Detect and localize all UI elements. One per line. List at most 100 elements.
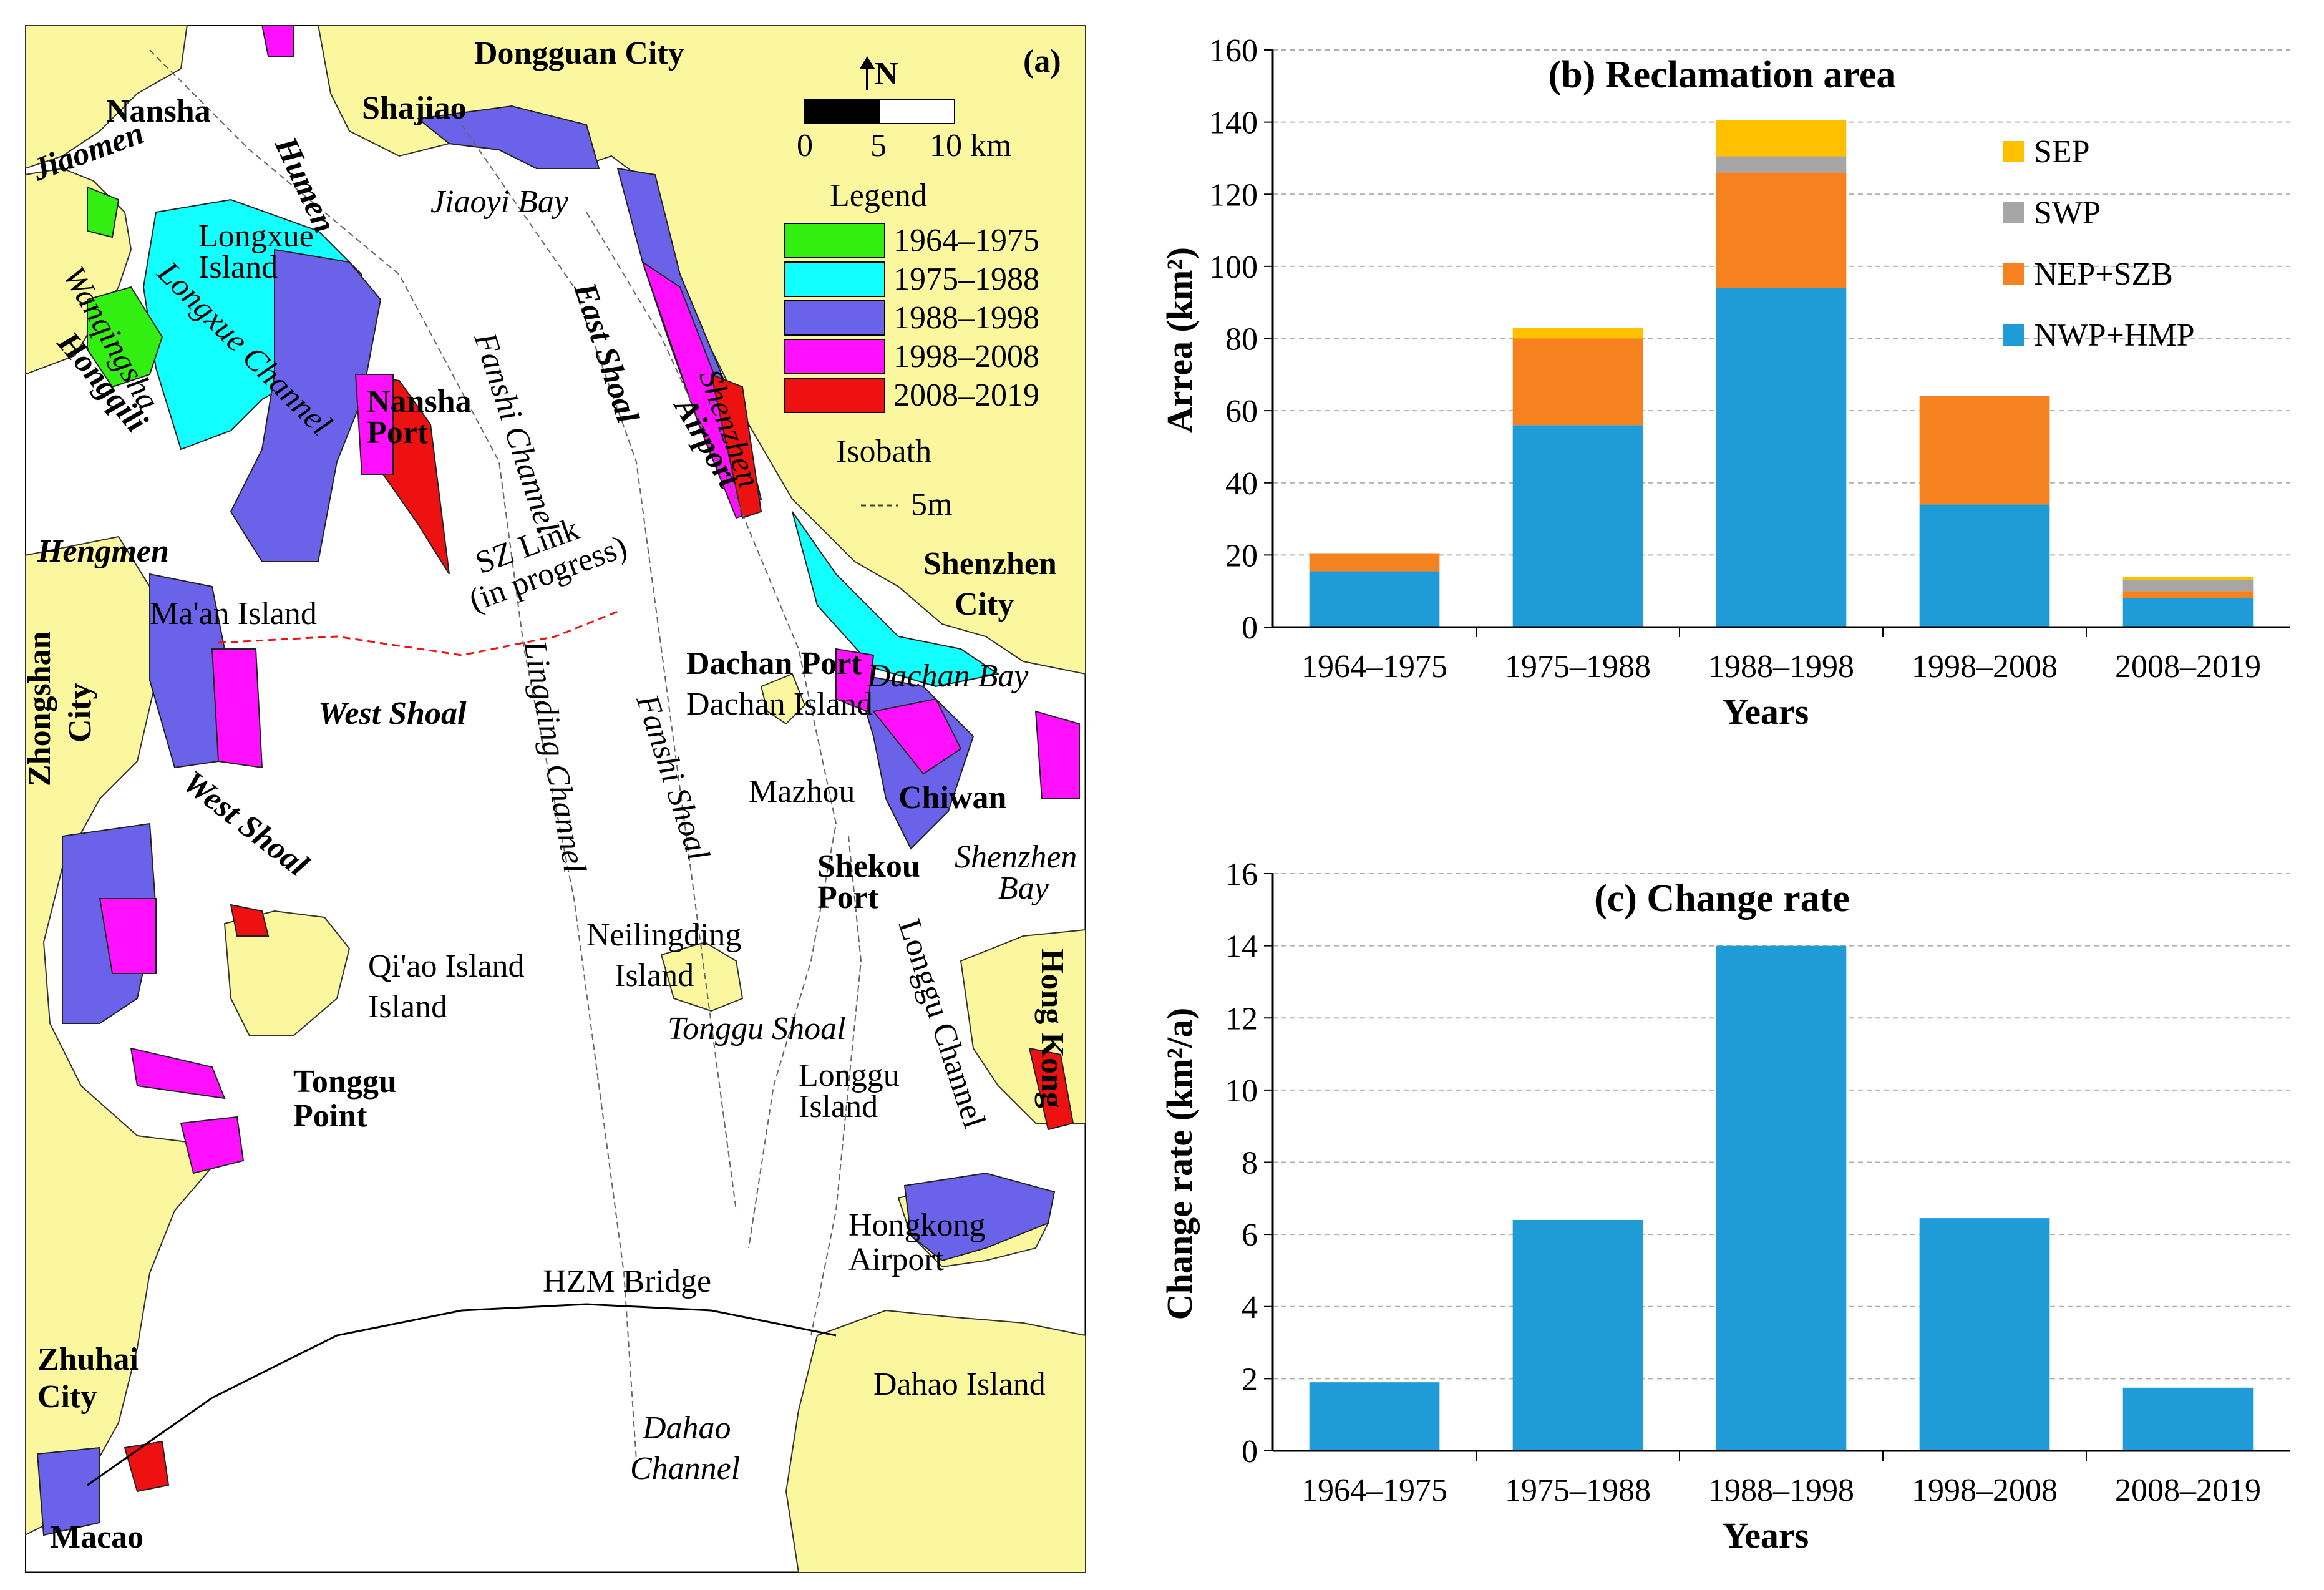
reclaim-2008-2019-qiao (230, 904, 270, 937)
label-dahao-island: Dahao Island (873, 1367, 1046, 1402)
reclaim-1988-1998-macao (36, 1446, 100, 1536)
estuary-map: N 0 5 10 km (a) Legend 1964–1975 1975–19… (22, 24, 1087, 1574)
bar-nwp-hmp-2008–2019 (2122, 598, 2254, 627)
label-qiao-island-2: Island (368, 989, 447, 1025)
reclaim-1998-2008-westshoal (99, 898, 157, 974)
scale-bar-white (879, 99, 955, 124)
isobath-lines (149, 49, 862, 1461)
isobath-title: Isobath (836, 434, 931, 469)
bar-sep-1988–1998 (1716, 120, 1847, 157)
label-mazhou: Mazhou (749, 774, 855, 809)
y-tick-label-2: 2 (1242, 1362, 1258, 1397)
label-shajiao: Shajiao (362, 90, 467, 126)
legend-swatch-1975-1988 (784, 261, 885, 297)
legend-label-swp: SWP (2034, 195, 2101, 231)
reclaim-2008-2019-airport (710, 373, 762, 519)
label-zhuhai-city: City (37, 1379, 97, 1415)
isobath-label: 5m (911, 487, 952, 522)
label-nansha-port-2: Port (367, 415, 429, 451)
bar-nep-szb-1988–1998 (1716, 172, 1847, 288)
label-nansha-port: Nansha (367, 384, 472, 419)
y-tick-label-60: 60 (1225, 394, 1258, 429)
label-dachan-bay: Dachan Bay (867, 658, 1029, 694)
chart-reclamation-area: 0 20 40 60 80 100 120 140 160 1964–1975 1975–1988 1… (1148, 25, 2308, 755)
legend-swatch-1998-2008 (784, 339, 885, 374)
y-tick-label-120: 120 (1209, 177, 1258, 213)
label-dahao-channel-2: Channel (630, 1451, 740, 1486)
legend-label-1975-1988: 1975–1988 (893, 261, 1039, 297)
bar-nwp-hmp-1975–1988 (1512, 425, 1643, 627)
label-zhongshan-city: City (62, 683, 98, 743)
legend-swatch-1988-1998 (784, 300, 885, 336)
bar-change-rate-1988–1998 (1716, 945, 1847, 1451)
bar-sep-2008–2019 (2122, 577, 2254, 580)
bar-swp-1988–1998 (1716, 156, 1847, 173)
label-longxue: Longxue (198, 218, 314, 254)
chart-b-ylabel: Arrea (km²) (1159, 247, 1200, 433)
chart-c-svg: 0 2 4 6 8 10 12 14 16 1964–1975 1975–1988 1988–1998… (1159, 857, 2290, 1556)
y-tick-label-10: 10 (1225, 1073, 1258, 1109)
y-tick-label-80: 80 (1225, 322, 1258, 358)
bar-nwp-hmp-1964–1975 (1309, 571, 1440, 627)
label-hk-airport: Hongkong (848, 1207, 986, 1243)
bar-nep-szb-1964–1975 (1309, 553, 1440, 572)
bar-nep-szb-1998–2008 (1919, 396, 2050, 505)
label-neilingding: Neilingding (586, 917, 741, 953)
x-tick-label-1988–1998: 1988–1998 (1708, 649, 1854, 685)
chart-b-legend: SEP SWP NEP+SZB NWP+HMP (2003, 134, 2195, 353)
label-nansha: Nansha (106, 94, 211, 129)
legend-label-1988-1998: 1988–1998 (893, 300, 1039, 336)
x-tick-label-2008–2019: 2008–2019 (2115, 1473, 2261, 1508)
isobath-line-4 (810, 836, 862, 1336)
label-shenzhen-bay-2: Bay (998, 871, 1049, 906)
label-dahao-channel: Dahao (642, 1410, 731, 1446)
y-tick-label-12: 12 (1225, 1001, 1258, 1036)
scale-label-0: 0 (797, 128, 813, 163)
bar-swp-2008–2019 (2122, 580, 2254, 592)
reclamation-areas (36, 24, 1080, 1536)
legend-label-sep: SEP (2034, 134, 2090, 170)
reclaim-1988-1998-jiaoyi (416, 105, 600, 169)
legend-label-nep-szb: NEP+SZB (2034, 256, 2173, 292)
land-neilingding (660, 941, 744, 1012)
legend-label-nwp-hmp: NWP+HMP (2034, 318, 2195, 353)
label-zhuhai: Zhuhai (37, 1342, 139, 1377)
legend-label-1998-2008: 1998–2008 (893, 339, 1039, 374)
bar-nwp-hmp-1988–1998 (1716, 288, 1847, 627)
y-tick-label-16: 16 (1225, 857, 1258, 892)
y-tick-label-160: 160 (1209, 33, 1258, 69)
legend-swatch-nep-szb (2003, 263, 2024, 285)
scale-label-10km: 10 km (930, 128, 1011, 163)
reclaim-1998-2008-shenzhen-bay (1034, 710, 1080, 799)
chart-b-title: (b) Reclamation area (1549, 54, 1896, 96)
x-tick-label-1975–1988: 1975–1988 (1505, 1473, 1651, 1508)
chart-c-xlabel: Years (1723, 1515, 1809, 1556)
legend-swatch-2008-2019 (784, 378, 885, 413)
legend-label-2008-2019: 2008–2019 (893, 378, 1039, 413)
label-shekou: Shekou (817, 849, 920, 884)
reclaim-1988-1998-hk-airport (903, 1172, 1056, 1262)
x-tick-label-1998–2008: 1998–2008 (1912, 649, 2058, 685)
north-arrow-head (860, 56, 875, 69)
legend-swatch-swp (2003, 202, 2024, 223)
reclaim-1998-2008-nansha-port (354, 374, 394, 475)
chart-c-ylabel: Change rate (km²/a) (1159, 1008, 1200, 1320)
y-tick-label-14: 14 (1225, 929, 1258, 965)
land-areas (24, 24, 1086, 1573)
y-tick-label-4: 4 (1242, 1290, 1258, 1325)
label-jiaoyi-bay: Jiaoyi Bay (430, 184, 569, 220)
label-chiwan: Chiwan (898, 780, 1006, 816)
legend-swatch-nwp-hmp (2003, 324, 2024, 346)
scale-label-5: 5 (870, 128, 887, 163)
y-tick-label-8: 8 (1242, 1146, 1258, 1181)
land-qiao-island (223, 910, 351, 1036)
y-tick-label-100: 100 (1209, 250, 1258, 285)
map-legend: Legend 1964–1975 1975–1988 1988–1998 199… (784, 178, 1039, 522)
y-tick-label-20: 20 (1225, 538, 1258, 573)
north-arrow: N (860, 56, 898, 92)
x-tick-label-1964–1975: 1964–1975 (1301, 1473, 1447, 1508)
reclaim-1964-1975-hongqili (87, 286, 163, 388)
scale-bar-black (804, 99, 880, 124)
y-tick-label-0: 0 (1242, 1434, 1258, 1470)
bar-change-rate-2008–2019 (2122, 1387, 2254, 1451)
